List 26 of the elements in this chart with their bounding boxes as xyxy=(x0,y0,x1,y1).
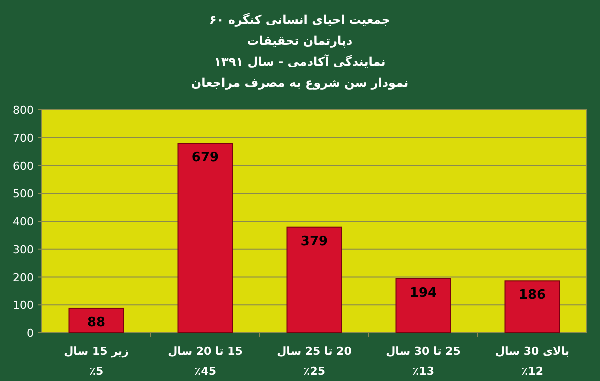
data-label: 186 xyxy=(518,288,546,304)
y-tick-label: 500 xyxy=(13,188,34,201)
x-tick-label: 25 تا 30 سال ٪13 xyxy=(386,345,461,378)
bar xyxy=(396,278,452,334)
y-tick-label: 0 xyxy=(27,327,34,340)
y-tick-label: 100 xyxy=(13,299,34,312)
x-tick-label: بالای 30 سال ٪12 xyxy=(495,345,570,378)
y-tick-label: 300 xyxy=(13,243,34,256)
data-label: 88 xyxy=(87,315,106,330)
x-tick-label: زیر 15 سال ٪5 xyxy=(64,345,129,378)
x-tick-label: 20 تا 25 سال ٪25 xyxy=(277,345,352,378)
y-tick-label: 700 xyxy=(13,132,34,145)
y-tick-label: 400 xyxy=(13,216,34,228)
data-label: 194 xyxy=(410,286,438,301)
y-tick-label: 800 xyxy=(13,104,34,117)
chart-title: جمعیت احیای انسانی کنگره ۶۰ xyxy=(210,13,390,27)
y-tick-label: 200 xyxy=(13,271,34,284)
bar xyxy=(504,280,560,334)
data-label: 379 xyxy=(300,234,328,250)
bar xyxy=(178,143,234,334)
y-tick-label: 600 xyxy=(13,160,34,173)
chart-subtitle: دپارتمان تحقیقات نمایندگی آکادمی - سال ۱۳۹۱ نمودار سن شروع به مصرف مراجعان xyxy=(191,34,409,90)
data-label: 679 xyxy=(192,150,220,166)
bar xyxy=(68,308,124,334)
x-tick-label: 15 تا 20 سال ٪45 xyxy=(168,345,243,378)
bar xyxy=(286,226,342,334)
